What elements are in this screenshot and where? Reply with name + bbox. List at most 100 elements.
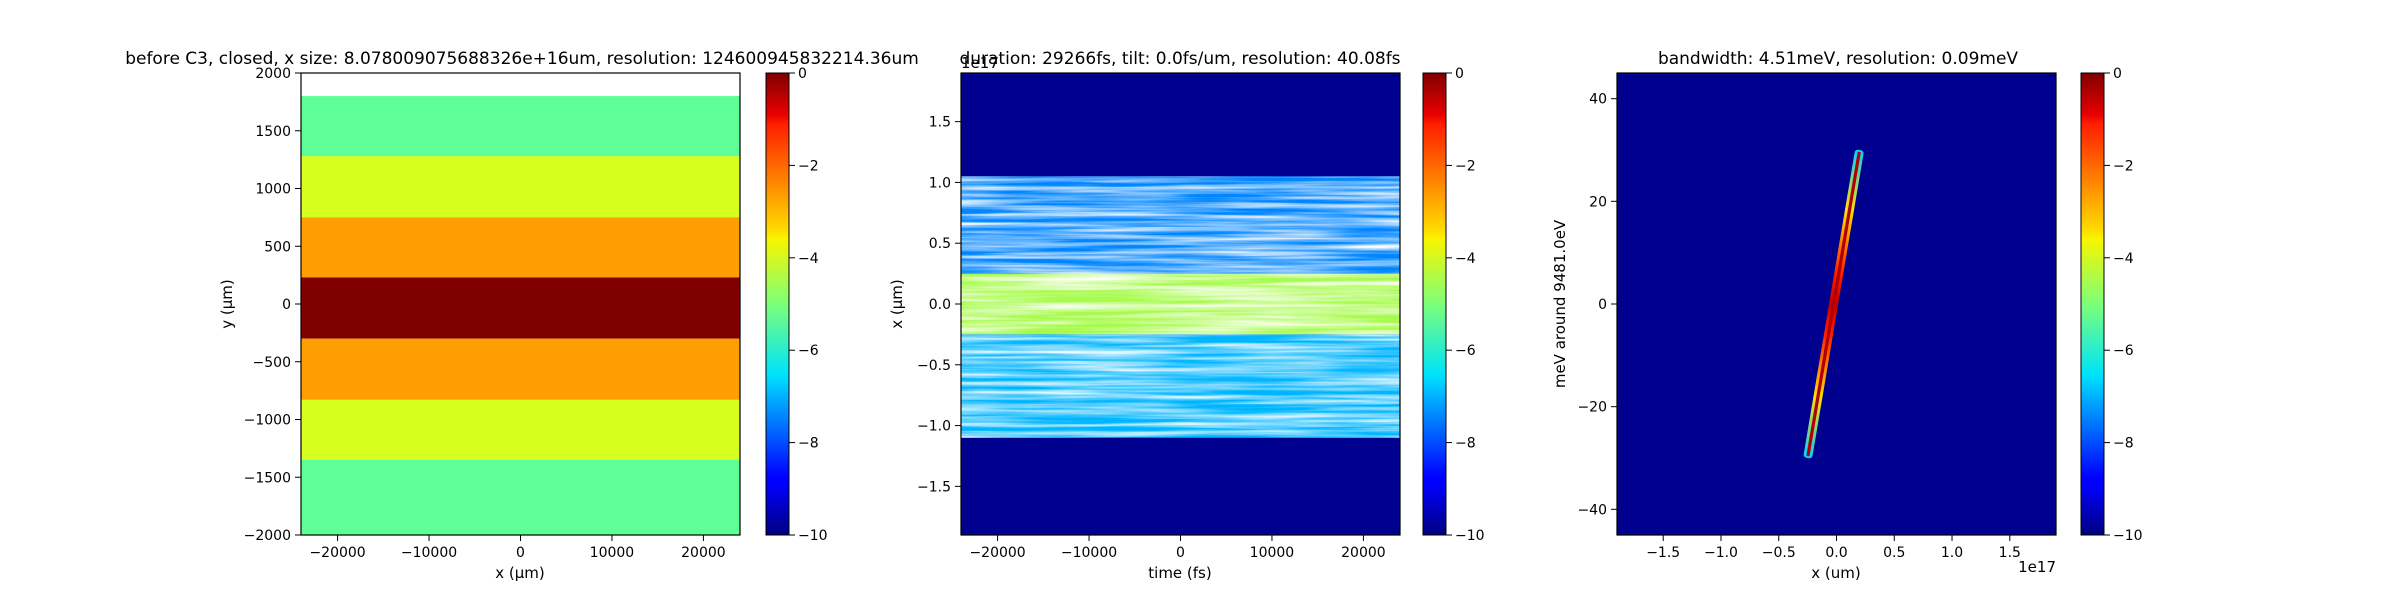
- panel1-colorbar-gradient: [765, 72, 790, 536]
- panel2-x-tick-label: −10000: [1061, 545, 1117, 561]
- panel3-xlabel: x (um): [1811, 564, 1860, 582]
- panel2-x-tick-label: 20000: [1341, 545, 1386, 561]
- panel2-xlabel: time (fs): [1148, 564, 1211, 582]
- panel3-colorbar-ticks: 0 −2 −4 −6 −8 −10: [2104, 66, 2143, 544]
- panel3-y-tick-label: −40: [1577, 502, 1607, 518]
- panel-time-domain: duration: 29266fs, tilt: 0.0fs/um, resol…: [888, 49, 1485, 582]
- panel2-colorbar-tick-label: −8: [1455, 436, 1476, 452]
- panel2-colorbar-tick-label: −2: [1455, 158, 1476, 174]
- heatmap-band: [301, 156, 740, 218]
- panel2-y-tick-label: −1.0: [917, 419, 951, 435]
- panel1-x-tick-label: −20000: [309, 545, 365, 561]
- panel2-plot-area: [961, 73, 1400, 535]
- panel2-colorbar: 0 −2 −4 −6 −8 −10: [1422, 66, 1485, 544]
- panel2-colorbar-gradient: [1422, 72, 1447, 536]
- panel1-x-tick-label: 10000: [590, 545, 635, 561]
- panel3-colorbar-tick-label: −2: [2113, 158, 2134, 174]
- panel-spectrum: bandwidth: 4.51meV, resolution: 0.09meV …: [1551, 49, 2143, 582]
- panel1-y-tick-label: −2000: [244, 528, 291, 544]
- spectrum-streak: [1803, 149, 1864, 459]
- panel1-y-tick-label: 1500: [255, 124, 291, 140]
- panel2-title: duration: 29266fs, tilt: 0.0fs/um, resol…: [959, 49, 1400, 69]
- panel1-colorbar: 0 −2 −4 −6 −8 −10: [765, 66, 828, 544]
- panel3-colorbar-tick-label: −10: [2113, 528, 2143, 544]
- panel2-y-tick-label: 1.5: [929, 115, 951, 131]
- panel2-y-tick-label: 0.5: [929, 236, 951, 252]
- panel2-y-ticks: −1.5 −1.0 −0.5 0.0 0.5 1.0 1.5: [917, 115, 961, 495]
- heatmap-region-texture: [961, 176, 1400, 274]
- panel1-y-tick-label: 0: [282, 297, 291, 313]
- panel3-colorbar-tick-label: −4: [2113, 251, 2134, 267]
- panel3-ylabel: meV around 9481.0eV: [1551, 219, 1569, 388]
- panel1-colorbar-tick-label: −8: [798, 436, 819, 452]
- panel1-colorbar-ticks: 0 −2 −4 −6 −8 −10: [789, 66, 828, 544]
- streak-core: [1806, 151, 1861, 457]
- panel2-y-offset: 1e17: [961, 54, 999, 72]
- panel1-colorbar-tick-label: −6: [798, 343, 819, 359]
- panel3-x-ticks: −1.5 −1.0 −0.5 0.0 0.5 1.0 1.5: [1646, 535, 2021, 561]
- panel3-colorbar-tick-label: −6: [2113, 343, 2134, 359]
- panel1-colorbar-tick-label: −4: [798, 251, 819, 267]
- panel1-title: before C3, closed, x size: 8.07800907568…: [125, 49, 919, 69]
- heatmap-band: [301, 217, 740, 278]
- panel3-colorbar: 0 −2 −4 −6 −8 −10: [2080, 66, 2143, 544]
- panel2-x-tick-label: 0: [1176, 545, 1185, 561]
- panel2-ylabel: x (μm): [888, 279, 906, 329]
- panel3-x-tick-label: −1.0: [1704, 545, 1738, 561]
- panel2-x-ticks: −20000 −10000 0 10000 20000: [969, 535, 1386, 561]
- panel3-y-tick-label: 20: [1589, 194, 1607, 210]
- panel3-streak: [1803, 149, 1864, 459]
- heatmap-band: [301, 96, 740, 157]
- panel3-y-ticks: −40 −20 0 20 40: [1577, 92, 1617, 518]
- panel1-colorbar-tick-label: 0: [798, 66, 807, 82]
- panel3-x-tick-label: 1.0: [1941, 545, 1963, 561]
- panel2-colorbar-tick-label: 0: [1455, 66, 1464, 82]
- panel3-x-tick-label: 0.0: [1825, 545, 1847, 561]
- panel3-colorbar-tick-label: 0: [2113, 66, 2122, 82]
- panel3-plot-area: [1617, 73, 2056, 535]
- panel3-x-offset: 1e17: [2018, 558, 2056, 576]
- panel1-y-ticks: −2000 −1500 −1000 −500 0 500 1000 1500 2000: [244, 66, 301, 544]
- panel2-colorbar-tick-label: −4: [1455, 251, 1476, 267]
- panel1-bands: [301, 73, 740, 535]
- panel2-y-tick-label: −1.5: [917, 479, 951, 495]
- panel1-y-tick-label: 2000: [255, 66, 291, 82]
- panel2-colorbar-ticks: 0 −2 −4 −6 −8 −10: [1446, 66, 1485, 544]
- panel1-ylabel: y (μm): [218, 279, 236, 329]
- panel3-x-tick-label: −1.5: [1646, 545, 1680, 561]
- panel3-y-tick-label: 40: [1589, 92, 1607, 108]
- panel2-y-tick-label: 0.0: [929, 297, 951, 313]
- panel1-x-tick-label: −10000: [401, 545, 457, 561]
- panel2-y-tick-label: 1.0: [929, 175, 951, 191]
- panel1-x-tick-label: 20000: [681, 545, 726, 561]
- panel1-colorbar-tick-label: −10: [798, 528, 828, 544]
- heatmap-band: [301, 73, 740, 97]
- panel2-x-tick-label: 10000: [1250, 545, 1295, 561]
- panel1-colorbar-tick-label: −2: [798, 158, 819, 174]
- panel2-x-tick-label: −20000: [969, 545, 1025, 561]
- panel3-y-tick-label: 0: [1598, 297, 1607, 313]
- panel1-y-tick-label: −1500: [244, 470, 291, 486]
- panel3-colorbar-tick-label: −8: [2113, 436, 2134, 452]
- heatmap-region-texture: [961, 273, 1400, 335]
- panel1-y-tick-label: 500: [264, 239, 291, 255]
- panel3-x-tick-label: 0.5: [1883, 545, 1905, 561]
- panel-beam-profile: before C3, closed, x size: 8.07800907568…: [125, 49, 919, 582]
- heatmap-band: [301, 459, 740, 535]
- panel1-xlabel: x (μm): [495, 564, 545, 582]
- heatmap-region-texture: [961, 334, 1400, 438]
- panel2-y-tick-label: −0.5: [917, 358, 951, 374]
- panel3-y-tick-label: −20: [1577, 400, 1607, 416]
- panel3-colorbar-gradient: [2080, 72, 2105, 536]
- heatmap-band: [301, 277, 740, 339]
- panel2-regions: [961, 176, 1400, 438]
- panel3-x-tick-label: 1.5: [1999, 545, 2021, 561]
- heatmap-band: [301, 338, 740, 400]
- panel2-colorbar-tick-label: −10: [1455, 528, 1485, 544]
- panel3-title: bandwidth: 4.51meV, resolution: 0.09meV: [1658, 49, 2018, 69]
- panel1-y-tick-label: −1000: [244, 413, 291, 429]
- heatmap-band: [301, 399, 740, 460]
- panel3-x-tick-label: −0.5: [1762, 545, 1796, 561]
- panel1-x-ticks: −20000 −10000 0 10000 20000: [309, 535, 726, 561]
